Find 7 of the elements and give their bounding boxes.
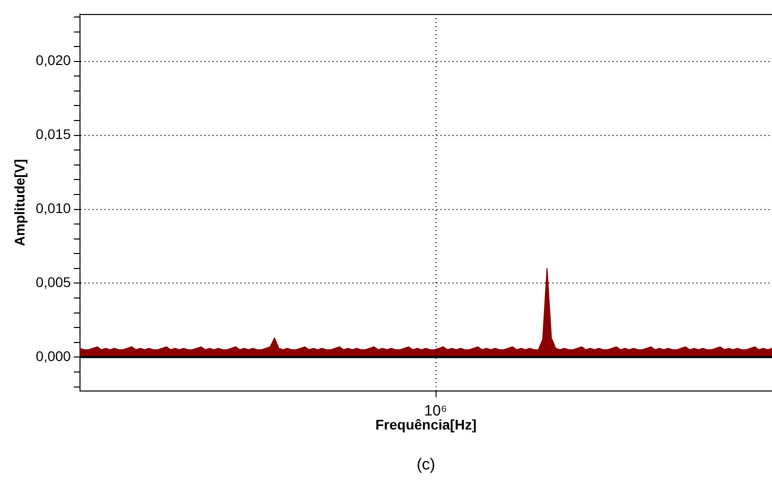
y-axis-title: Amplitude[V] [11, 159, 28, 246]
y-tick-label: 0,005 [36, 274, 72, 290]
y-tick-label: 0,020 [36, 52, 72, 68]
text: (c) [416, 456, 436, 474]
y-tick-label: 0,015 [36, 126, 72, 142]
y-tick-label: 0,010 [36, 200, 72, 216]
y-tick-label: 0,000 [36, 348, 72, 364]
